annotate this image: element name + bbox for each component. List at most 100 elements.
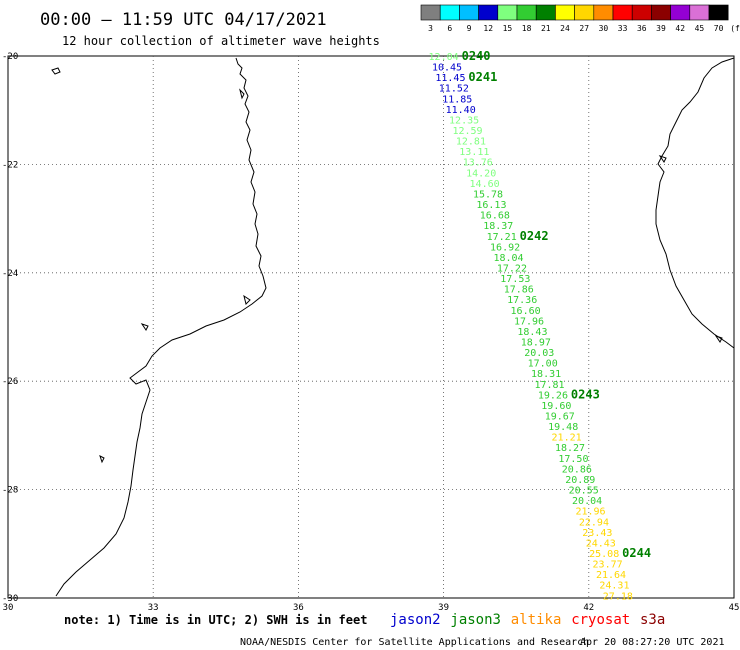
swh-value: 19.48 [548,422,578,433]
legend-swatch [555,4,575,21]
swh-value: 11.52 [439,84,469,95]
lat-tick-label: -30 [2,594,18,604]
satellite-name: jason2 [390,612,441,628]
swh-value: 17.21 [487,232,517,243]
swh-value: 21.96 [575,507,605,518]
swh-value: 17.81 [534,380,564,391]
swh-value: 18.27 [555,443,585,454]
swh-value: 16.13 [476,200,506,211]
swh-value: 13.76 [463,158,493,169]
lat-lon-grid: 30 33 36 39 42 45 -20 -22 -24 -26 -28 -30 [2,52,739,613]
legend-swatch [612,4,633,21]
legend-swatch [689,4,710,21]
swh-value: 25.08 [589,549,619,560]
swh-value: 18.43 [517,327,547,338]
swh-value: 12.81 [456,137,486,148]
lon-tick-label: 30 [3,603,14,613]
legend-label: 3 [428,24,433,33]
lat-tick-label: -20 [2,52,18,62]
swh-value: 18.31 [531,369,561,380]
legend-label: 24 [560,24,570,33]
swh-value: 23.77 [593,560,623,571]
pass-time-label: 0240 [462,49,491,63]
legend-swatch [708,4,729,21]
swh-value: 16.68 [480,211,510,222]
legend-swatch [631,4,652,21]
satellite-legend: jason2 jason3 altika cryosat s3a [390,612,665,628]
legend-label: 70 [714,24,724,33]
swh-value: 15.78 [473,189,503,200]
lat-tick-label: -26 [2,377,18,387]
swh-value: 14.60 [470,179,500,190]
swh-value: 17.22 [497,263,527,274]
legend-unit: (ft) [730,24,740,33]
swh-value: 12.35 [449,115,479,126]
map-frame [7,55,735,599]
legend-label: 39 [656,24,666,33]
lat-tick-label: -22 [2,160,18,170]
pass-time-label: 0243 [571,387,600,401]
swh-value: 19.60 [541,401,571,412]
legend-swatch [670,4,691,21]
legend-label: 9 [467,24,472,33]
swh-value: 11.40 [446,105,476,116]
swh-value: 17.50 [558,454,588,465]
satellite-name: jason3 [450,612,501,628]
lon-tick-label: 36 [293,603,304,613]
pass-time-label: 0242 [520,229,549,243]
map-title: 00:00 – 11:59 UTC 04/17/2021 [40,10,327,30]
legend-label: 21 [541,24,551,33]
jason3-ground-track: 12.0410.4511.4511.5211.8511.4012.3512.59… [429,49,652,602]
legend-label: 33 [618,24,628,33]
legend-label: 6 [447,24,452,33]
swh-value: 14.20 [466,168,496,179]
swh-value: 17.86 [504,285,534,296]
map-subtitle: 12 hour collection of altimeter wave hei… [62,34,380,48]
satellite-name: s3a [640,612,665,628]
swh-value: 21.21 [552,433,582,444]
legend-swatch [574,4,595,21]
swh-value: 22.94 [579,517,609,528]
swh-value: 21.64 [596,570,626,581]
swh-value: 17.36 [507,295,537,306]
swh-value: 20.04 [572,496,602,507]
swh-value: 24.31 [599,581,629,592]
legend-label: 42 [675,24,685,33]
swh-value: 11.45 [435,73,465,84]
legend-label: 27 [579,24,589,33]
satellite-name: cryosat [571,612,630,628]
swh-value: 12.04 [429,52,459,63]
legend-swatch [593,4,614,21]
swh-value: 13.11 [459,147,489,158]
legend-label: 45 [695,24,705,33]
legend-label: 15 [503,24,513,33]
lon-tick-label: 45 [729,603,740,613]
legend-swatch [478,4,499,21]
swh-value: 24.43 [586,538,616,549]
legend-swatch [420,4,441,21]
swh-value: 18.37 [483,221,513,232]
lon-tick-label: 39 [438,603,449,613]
swh-value: 19.67 [545,412,575,423]
swh-value: 12.59 [452,126,482,137]
swh-value: 16.60 [511,306,541,317]
coastline-africa [51,57,267,597]
swh-value: 20.86 [562,464,592,475]
lon-tick-label: 33 [148,603,159,613]
legend-swatch [497,4,518,21]
swh-value: 18.04 [493,253,523,264]
coastline-madagascar [655,57,735,349]
satellite-name: altika [511,612,562,628]
legend-swatch [535,4,556,21]
swh-value: 20.89 [565,475,595,486]
lon-tick-label: 42 [583,603,594,613]
timestamp-text: Apr 20 08:27:20 UTC 2021 [580,637,725,648]
pass-time-label: 0241 [468,70,497,84]
swh-value: 10.45 [432,63,462,74]
swh-value: 16.92 [490,242,520,253]
legend-label: 30 [599,24,609,33]
footnote: note: 1) Time is in UTC; 2) SWH is in fe… [64,613,367,627]
legend-label: 12 [483,24,493,33]
